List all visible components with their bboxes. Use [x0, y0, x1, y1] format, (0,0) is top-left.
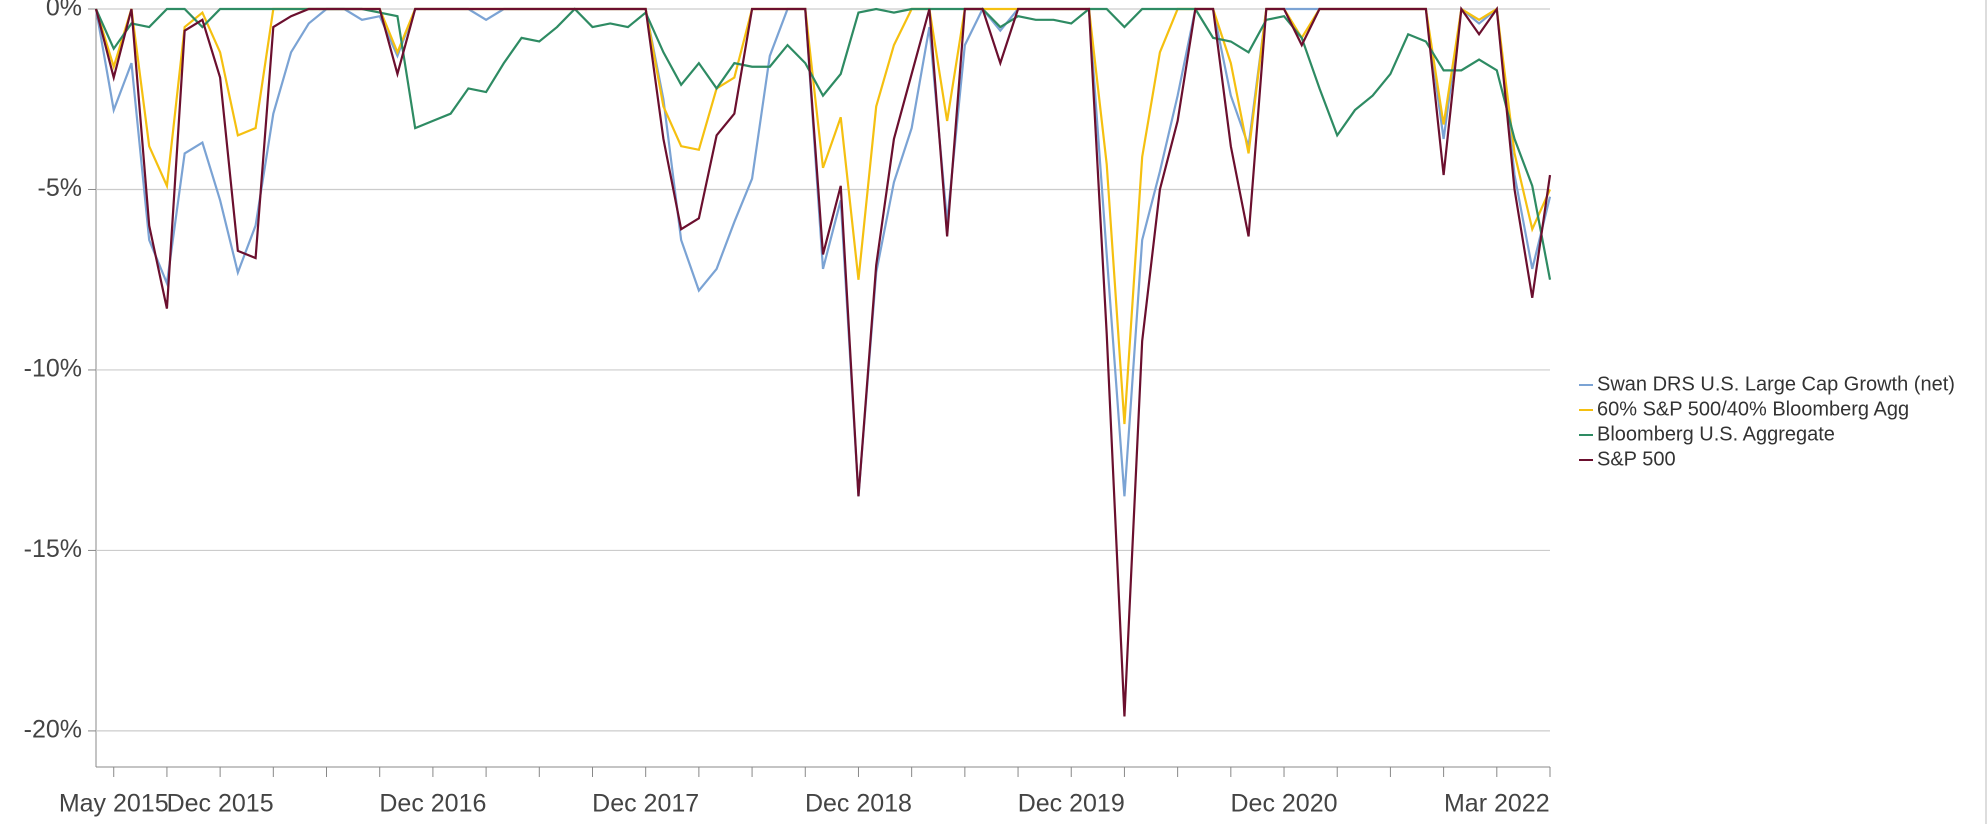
- x-tick-label: Dec 2015: [167, 790, 274, 818]
- x-tick-label: Dec 2019: [1018, 790, 1125, 818]
- legend-label: S&P 500: [1597, 448, 1676, 470]
- y-tick-label: -10%: [24, 355, 82, 383]
- legend-label: Swan DRS U.S. Large Cap Growth (net): [1597, 373, 1955, 395]
- y-tick-label: -20%: [24, 716, 82, 744]
- legend-label: 60% S&P 500/40% Bloomberg Agg: [1597, 398, 1909, 420]
- y-tick-label: 0%: [46, 0, 82, 22]
- x-tick-label: Dec 2020: [1231, 790, 1338, 818]
- x-tick-label: May 2015: [59, 790, 169, 818]
- y-tick-label: -15%: [24, 535, 82, 563]
- series-line: [94, 5, 1552, 717]
- x-tick-label: Dec 2018: [805, 790, 912, 818]
- x-tick-label: Mar 2022: [1444, 790, 1550, 818]
- legend-label: Bloomberg U.S. Aggregate: [1597, 423, 1835, 445]
- y-tick-label: -5%: [38, 174, 82, 202]
- x-tick-label: Dec 2017: [592, 790, 699, 818]
- series-line: [94, 7, 1552, 280]
- x-tick-label: Dec 2016: [379, 790, 486, 818]
- series-line: [94, 7, 1552, 425]
